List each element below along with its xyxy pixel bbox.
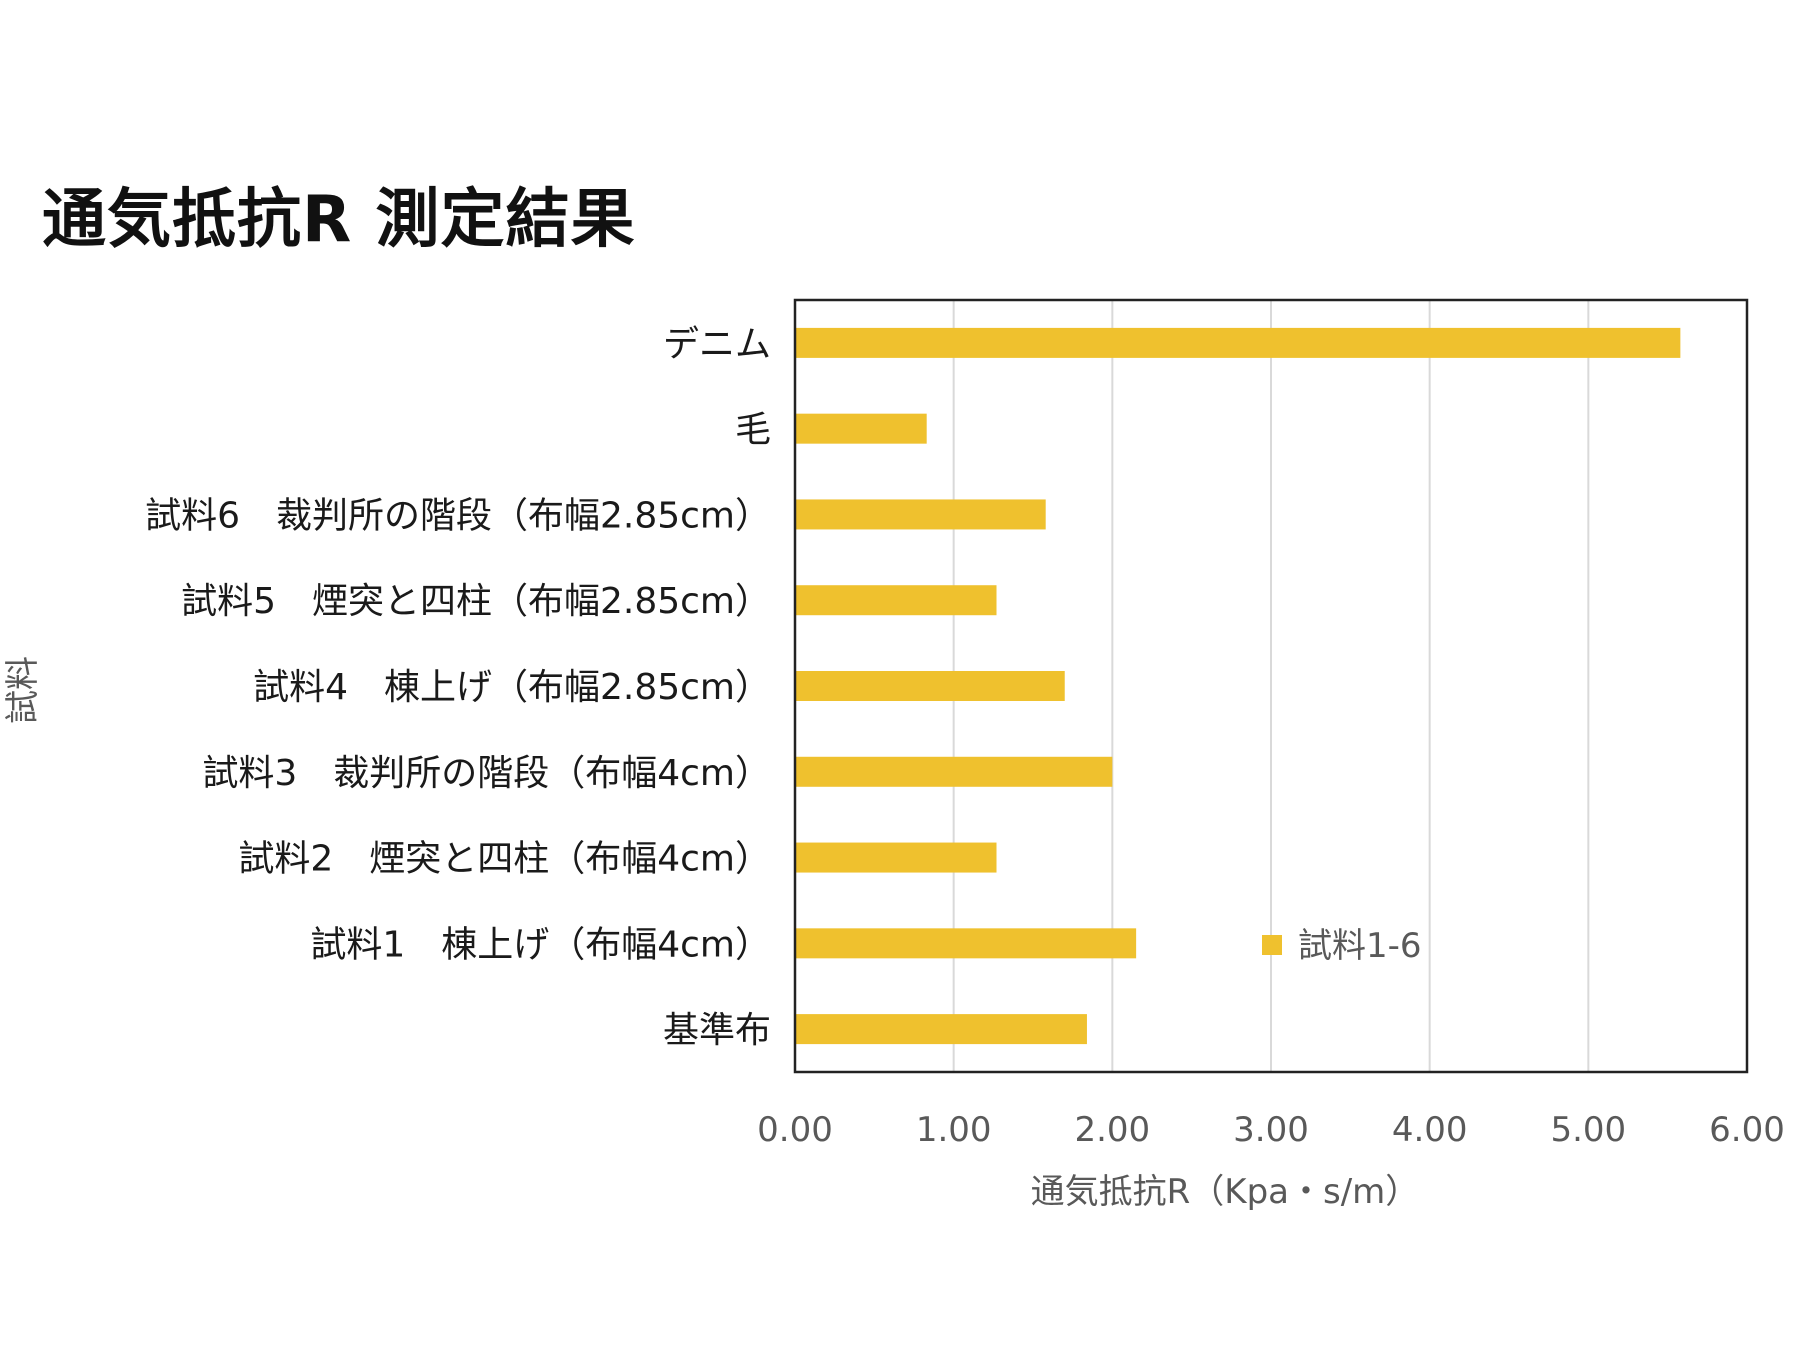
- category-label: 試料1 棟上げ（布幅4cm）: [310, 924, 771, 965]
- x-tick-label: 3.00: [1233, 1110, 1309, 1150]
- bar: [795, 327, 1681, 358]
- bar: [795, 499, 1046, 530]
- x-tick-label: 1.00: [916, 1110, 992, 1150]
- chart-title: 通気抵抗R 測定結果: [42, 183, 636, 257]
- x-tick-label: 5.00: [1550, 1110, 1626, 1150]
- bar: [795, 1014, 1087, 1045]
- bar: [795, 413, 927, 444]
- x-tick-labels: 0.00 1.00 2.00 3.00 4.00 5.00 6.00: [757, 1110, 1785, 1150]
- category-label: 基準布: [663, 1010, 771, 1051]
- plot-frame: [793, 298, 1749, 1074]
- category-label: デニム: [663, 324, 771, 365]
- bar: [795, 756, 1113, 787]
- category-label: 試料4 棟上げ（布幅2.85cm）: [253, 667, 771, 708]
- x-tick-label: 2.00: [1074, 1110, 1150, 1150]
- x-tick-label: 4.00: [1392, 1110, 1468, 1150]
- legend-swatch: [1262, 935, 1282, 955]
- bar: [795, 842, 997, 873]
- category-label: 試料6 裁判所の階段（布幅2.85cm）: [145, 495, 771, 536]
- bar: [795, 928, 1137, 959]
- x-axis-title: 通気抵抗R（Kpa・s/m）: [1031, 1172, 1420, 1212]
- category-label: 試料2 煙突と四柱（布幅4cm）: [238, 839, 771, 880]
- x-tick-label: 6.00: [1709, 1110, 1785, 1150]
- legend-label: 試料1-6: [1298, 926, 1422, 966]
- category-label: 試料3 裁判所の階段（布幅4cm）: [202, 753, 771, 794]
- bars: [795, 327, 1681, 1045]
- category-label: 試料5 煙突と四柱（布幅2.85cm）: [181, 581, 771, 622]
- category-label: 毛: [735, 410, 771, 451]
- bar: [795, 585, 997, 616]
- legend: 試料1-6: [1262, 926, 1422, 966]
- y-axis-title: 試料: [3, 656, 43, 724]
- bar: [795, 671, 1065, 701]
- x-tick-label: 0.00: [757, 1110, 833, 1150]
